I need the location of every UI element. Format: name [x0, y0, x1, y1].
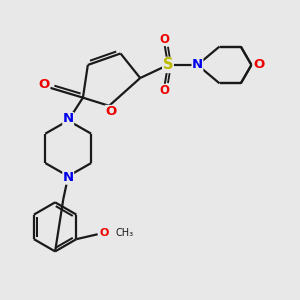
Text: N: N — [192, 58, 203, 71]
Text: S: S — [163, 57, 173, 72]
Text: O: O — [105, 105, 116, 118]
Text: O: O — [160, 33, 170, 46]
Text: CH₃: CH₃ — [116, 228, 134, 238]
Text: O: O — [99, 228, 109, 238]
Text: O: O — [160, 84, 170, 97]
Text: O: O — [39, 78, 50, 91]
Text: N: N — [63, 112, 74, 125]
Text: O: O — [253, 58, 264, 71]
Text: N: N — [63, 171, 74, 184]
